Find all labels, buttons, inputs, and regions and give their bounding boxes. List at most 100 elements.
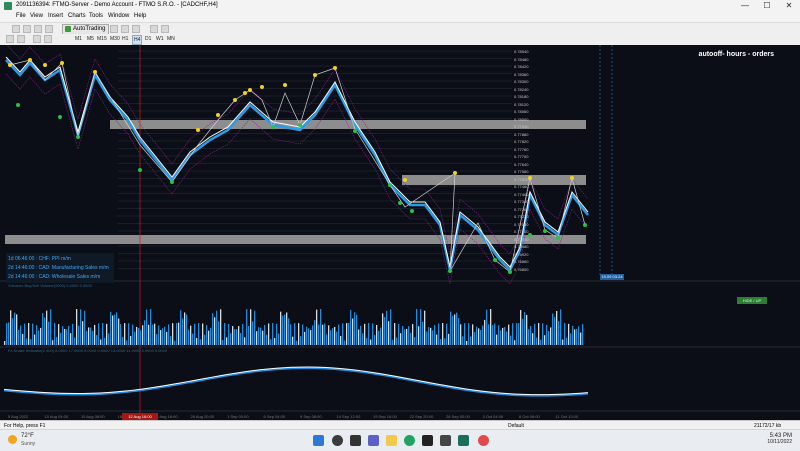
zoom-in-icon[interactable] <box>110 25 118 33</box>
volume-bar <box>542 323 544 345</box>
volume-bar <box>420 309 422 345</box>
volume-bar <box>360 325 362 345</box>
tf-m15[interactable]: M15 <box>97 36 107 42</box>
volume-bar <box>480 329 482 345</box>
menu-file[interactable]: File <box>16 13 26 19</box>
profiles-icon[interactable] <box>23 25 31 33</box>
indicator-button[interactable]: HIDE / UP <box>737 297 767 304</box>
volume-bar <box>438 323 440 345</box>
volume-bar <box>512 323 514 345</box>
menu-insert[interactable]: Insert <box>48 13 64 19</box>
tf-h1[interactable]: H1 <box>122 36 129 42</box>
close-button[interactable]: ✕ <box>785 1 793 10</box>
volume-bar <box>530 325 532 345</box>
pivot-low-marker <box>138 168 142 172</box>
volume-bar <box>490 309 492 345</box>
volume-bar <box>518 323 520 345</box>
edge-icon[interactable] <box>404 435 415 446</box>
tf-d1[interactable]: D1 <box>145 36 152 42</box>
volume-bar <box>426 331 428 345</box>
terminal-icon[interactable] <box>422 435 433 446</box>
menu-charts[interactable]: Charts <box>68 13 86 19</box>
price-tick-label: 0.77880 <box>514 131 529 137</box>
menu-tools[interactable]: Tools <box>89 13 104 19</box>
volume-bar <box>258 327 260 345</box>
volume-bar <box>24 323 26 345</box>
file-explorer-icon[interactable] <box>386 435 397 446</box>
volume-bar <box>200 339 202 345</box>
volume-bar <box>524 312 526 345</box>
volume-bar <box>306 326 308 345</box>
tf-w1[interactable]: W1 <box>156 36 164 42</box>
volume-bar <box>122 336 124 345</box>
task-view-icon[interactable] <box>350 435 361 446</box>
volume-bar <box>278 333 280 345</box>
volume-bar <box>334 326 336 345</box>
volume-bar <box>62 326 64 345</box>
volume-bar <box>88 327 90 345</box>
menu-help[interactable]: Help <box>134 13 147 19</box>
chart-window[interactable]: 0.78540 0.78480 0.78420 0.78360 0.78300 0.782… <box>0 45 800 420</box>
tf-m1[interactable]: M1 <box>75 36 82 42</box>
volume-bar <box>520 310 522 345</box>
navigator-icon[interactable] <box>45 25 53 33</box>
crosshair-icon[interactable] <box>17 35 25 43</box>
pivot-low-marker <box>353 129 357 133</box>
clock[interactable]: 5:43 PM 10/11/2022 <box>740 433 792 445</box>
volume-bar <box>350 310 352 345</box>
tf-h4[interactable]: H4 <box>132 35 143 45</box>
clock-time: 5:43 PM <box>769 433 792 439</box>
date-tick-label: 22 Sep 20:00 <box>409 414 434 419</box>
tf-m30[interactable]: M30 <box>110 36 120 42</box>
volume-bar <box>358 329 360 345</box>
volume-bar <box>74 337 76 345</box>
volume-bar <box>336 331 338 345</box>
candlestick-icon[interactable] <box>161 25 169 33</box>
volume-bar <box>222 340 224 345</box>
search-icon[interactable] <box>332 435 343 446</box>
store-icon[interactable] <box>440 435 451 446</box>
volume-bar <box>172 323 174 345</box>
volume-bar <box>366 337 368 345</box>
volume-bar <box>150 309 152 345</box>
volume-bar <box>6 323 8 345</box>
pivot-low-marker <box>76 135 80 139</box>
tf-m5[interactable]: M5 <box>87 36 94 42</box>
tf-mn[interactable]: MN <box>167 36 175 42</box>
volume-bar <box>50 309 52 345</box>
line-tool-icon[interactable] <box>33 35 41 43</box>
volume-bar <box>146 309 148 345</box>
pivot-high-marker <box>283 83 287 87</box>
price-tick-label: 0.78360 <box>514 71 529 77</box>
price-tick-label: 0.78120 <box>514 101 529 107</box>
trendline-icon[interactable] <box>44 35 52 43</box>
date-tick-label: 6 Sep 04:00 <box>263 414 286 419</box>
new-chart-icon[interactable] <box>12 25 20 33</box>
app-icon-red[interactable] <box>478 435 489 446</box>
chat-icon[interactable] <box>368 435 379 446</box>
bar-chart-icon[interactable] <box>150 25 158 33</box>
maximize-button[interactable]: ☐ <box>763 1 771 10</box>
market-watch-icon[interactable] <box>34 25 42 33</box>
volume-bar <box>212 313 214 345</box>
metatrader-icon[interactable] <box>458 435 469 446</box>
volume-bar <box>206 325 208 345</box>
zoom-out-icon[interactable] <box>121 25 129 33</box>
menu-window[interactable]: Window <box>108 13 130 19</box>
volume-bar <box>442 323 444 345</box>
volume-bar <box>386 310 388 345</box>
volume-bar <box>276 323 278 345</box>
tile-windows-icon[interactable] <box>132 25 140 33</box>
weather-condition: Sunny <box>21 441 36 447</box>
price-tick-label: 0.76980 <box>514 244 529 249</box>
volume-bar <box>228 323 230 345</box>
cursor-icon[interactable] <box>6 35 14 43</box>
volume-bar <box>486 309 488 345</box>
menu-view[interactable]: View <box>30 13 43 19</box>
minimize-button[interactable]: — <box>741 1 749 10</box>
start-icon[interactable] <box>313 435 324 446</box>
pivot-high-marker <box>196 128 200 132</box>
price-chart[interactable] <box>0 45 800 420</box>
help-text: For Help, press F1 <box>4 423 46 429</box>
volume-bar <box>356 314 358 345</box>
